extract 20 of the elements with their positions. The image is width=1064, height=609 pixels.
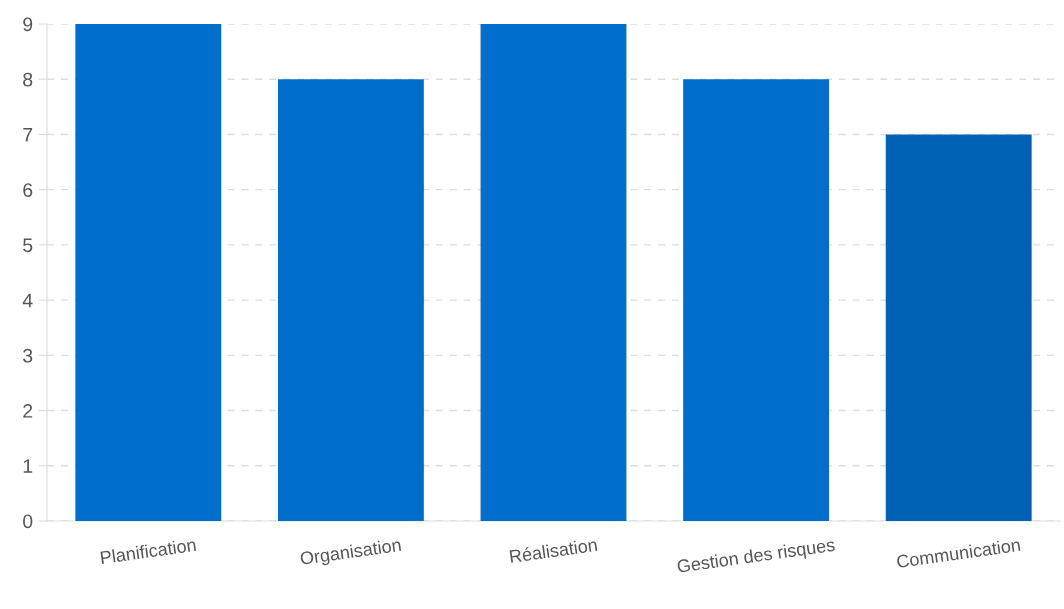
bar: [277, 79, 424, 521]
x-tick-label: Réalisation: [509, 537, 598, 564]
y-tick-label: 9: [23, 17, 33, 32]
y-tick-label: 3: [23, 348, 33, 363]
x-tick-label: Planification: [100, 537, 197, 565]
y-tick-label: 8: [23, 72, 33, 87]
x-tick-label: Organisation: [299, 537, 402, 569]
y-tick-label: 0: [23, 514, 33, 529]
y-tick-label: 6: [23, 183, 33, 197]
bar: [683, 79, 830, 521]
bar: [75, 24, 222, 521]
y-tick-label: 5: [23, 238, 33, 253]
bar: [885, 134, 1032, 521]
y-tick-label: 7: [23, 128, 33, 142]
x-tick-label: Communication: [896, 537, 1021, 569]
bar: [480, 24, 627, 521]
y-tick-label: 4: [22, 293, 33, 308]
y-tick-label: 1: [23, 459, 33, 473]
x-tick-label: Gestion des risques: [676, 537, 836, 577]
y-tick-label: 2: [23, 404, 33, 418]
